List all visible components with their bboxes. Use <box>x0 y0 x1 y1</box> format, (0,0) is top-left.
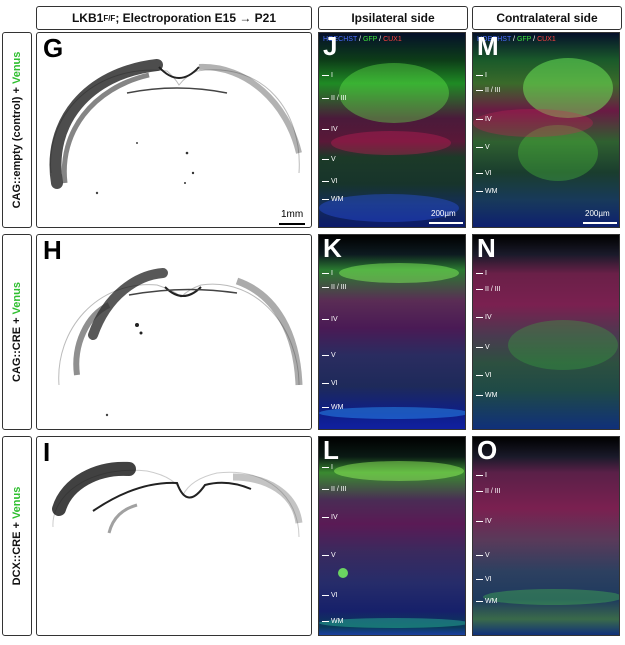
panel-m: HOECHST / GFP / CUX1 M I II / III IV V V… <box>472 32 620 228</box>
experiment-rest: ; Electroporation E15 → P21 <box>115 11 277 25</box>
brain-scale-text: 1mm <box>281 209 304 220</box>
panel-label-n: N <box>477 234 496 263</box>
scale-text-j: 200µm <box>431 209 456 218</box>
micrograph-j <box>319 63 459 222</box>
micrograph-o <box>483 589 619 605</box>
ipsilateral-header: Ipsilateral side <box>318 6 468 30</box>
brain-section-i: I <box>36 436 312 636</box>
panel-label-i: I <box>43 437 51 467</box>
contralateral-header: Contralateral side <box>472 6 622 30</box>
experiment-prefix: LKB1 <box>71 11 104 25</box>
brain-scale-bar <box>279 223 305 225</box>
micrograph-m <box>473 58 613 181</box>
row-label-cag-cre: CAG::CRE + Venus <box>2 234 32 430</box>
row-label-control: CAG::empty (control) + Venus <box>2 32 32 228</box>
micrograph-k <box>319 263 465 419</box>
brain-section-g: 1mm G <box>36 32 312 228</box>
micrograph-l <box>319 461 465 628</box>
panel-l: L I II / III IV V VI WM <box>318 436 466 636</box>
panel-n: N I II / III IV V VI WM <box>472 234 620 430</box>
stain-legend-j: HOECHST / GFP / CUX1 <box>323 36 402 43</box>
panel-label-j: J <box>323 32 338 61</box>
brain-image-i <box>52 461 303 538</box>
experiment-header: LKB1 F/F ; Electroporation E15 → P21 <box>36 6 312 30</box>
panel-label-h: H <box>43 235 62 265</box>
brain-section-h: H <box>36 234 312 430</box>
brain-image-g <box>49 59 302 195</box>
panel-label-o: O <box>477 436 498 465</box>
panel-k: K I II / III IV V VI WM <box>318 234 466 430</box>
row-label-dcx-cre: DCX::CRE + Venus <box>2 436 32 636</box>
panel-j: HOECHST / GFP / CUX1 J I II / III IV V V… <box>318 32 466 228</box>
panel-label-k: K <box>323 234 342 263</box>
panel-label-m: M <box>477 32 499 61</box>
panel-label-g: G <box>43 33 64 63</box>
scale-text-m: 200µm <box>585 209 610 218</box>
panel-label-l: L <box>323 436 339 465</box>
genotype-superscript: F/F <box>103 13 116 23</box>
micrograph-n <box>508 320 618 370</box>
stain-legend-m: HOECHST / GFP / CUX1 <box>477 36 556 43</box>
panel-o: O I II / III IV V VI WM <box>472 436 620 636</box>
scale-bar-j <box>429 222 463 224</box>
brain-image-h <box>58 268 303 417</box>
scale-bar-m <box>583 222 617 224</box>
